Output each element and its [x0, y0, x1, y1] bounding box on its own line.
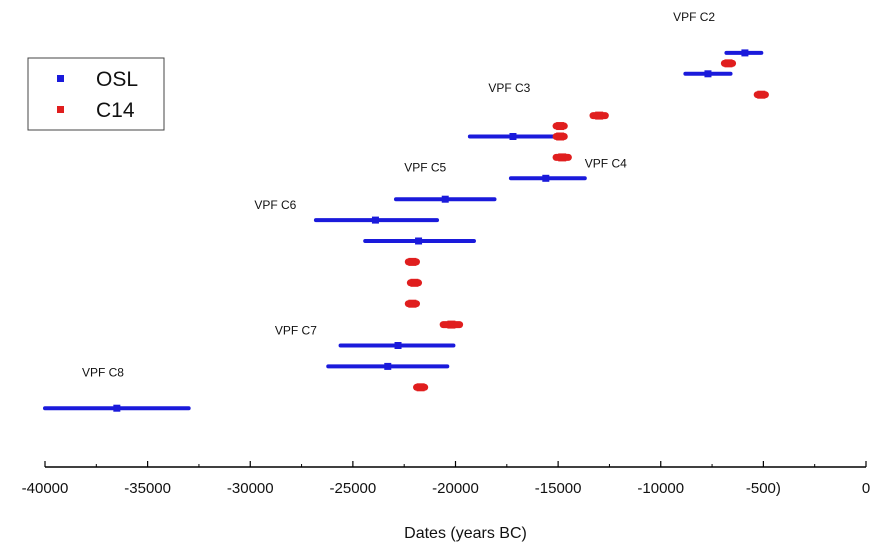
x-tick-label: -15000: [535, 480, 582, 497]
osl-point: [394, 342, 402, 349]
c14-point: [408, 257, 417, 266]
c14-point: [408, 299, 417, 308]
legend: OSL C14: [27, 57, 165, 131]
plot-area: VPF C2 VPF C3 VPF C4 VPF C5 VPF C6 VPF C7 VPF …: [43, 10, 769, 412]
osl-point: [371, 216, 379, 224]
x-tick-label: 0: [862, 480, 870, 497]
c14-point: [556, 132, 565, 141]
osl-point: [384, 362, 392, 370]
legend-c14-label: C14: [96, 99, 135, 122]
x-tick-label: -30000: [227, 480, 274, 497]
x-tick-label: -35000: [124, 480, 171, 497]
c14-point: [556, 122, 565, 131]
group-label: VPF C7: [275, 324, 317, 338]
x-tick-label: -20000: [432, 480, 479, 497]
group-label: VPF C6: [254, 198, 296, 212]
c14-point: [447, 320, 456, 329]
group-label: VPF C5: [404, 160, 446, 174]
osl-point: [113, 404, 121, 412]
c14-point: [595, 111, 604, 120]
x-tick-label: -500): [746, 480, 781, 497]
group-label: VPF C4: [585, 156, 627, 170]
osl-point: [441, 195, 449, 203]
c14-point: [757, 90, 766, 99]
x-tick-label: -40000: [22, 480, 69, 497]
c14-point: [410, 278, 419, 287]
group-label: VPF C2: [673, 10, 715, 24]
group-label: VPF C3: [488, 81, 530, 95]
c14-point: [416, 383, 425, 392]
x-axis-title: Dates (years BC): [404, 525, 527, 542]
c14-point: [724, 59, 733, 68]
osl-point: [704, 70, 712, 78]
x-tick-label: -25000: [330, 480, 377, 497]
x-tick-label: -10000: [637, 480, 684, 497]
c14-point: [558, 153, 567, 162]
osl-point: [542, 174, 550, 182]
legend-c14-marker: [57, 106, 64, 113]
legend-osl-label: OSL: [96, 68, 138, 91]
osl-point: [741, 49, 749, 57]
legend-box: [27, 57, 165, 131]
x-axis: -40000 -35000 -30000 -25000 -20000 -15000 -100…: [22, 461, 870, 497]
osl-point: [509, 133, 517, 140]
group-label: VPF C8: [82, 365, 124, 379]
osl-point: [415, 237, 423, 245]
legend-osl-marker: [57, 75, 64, 82]
